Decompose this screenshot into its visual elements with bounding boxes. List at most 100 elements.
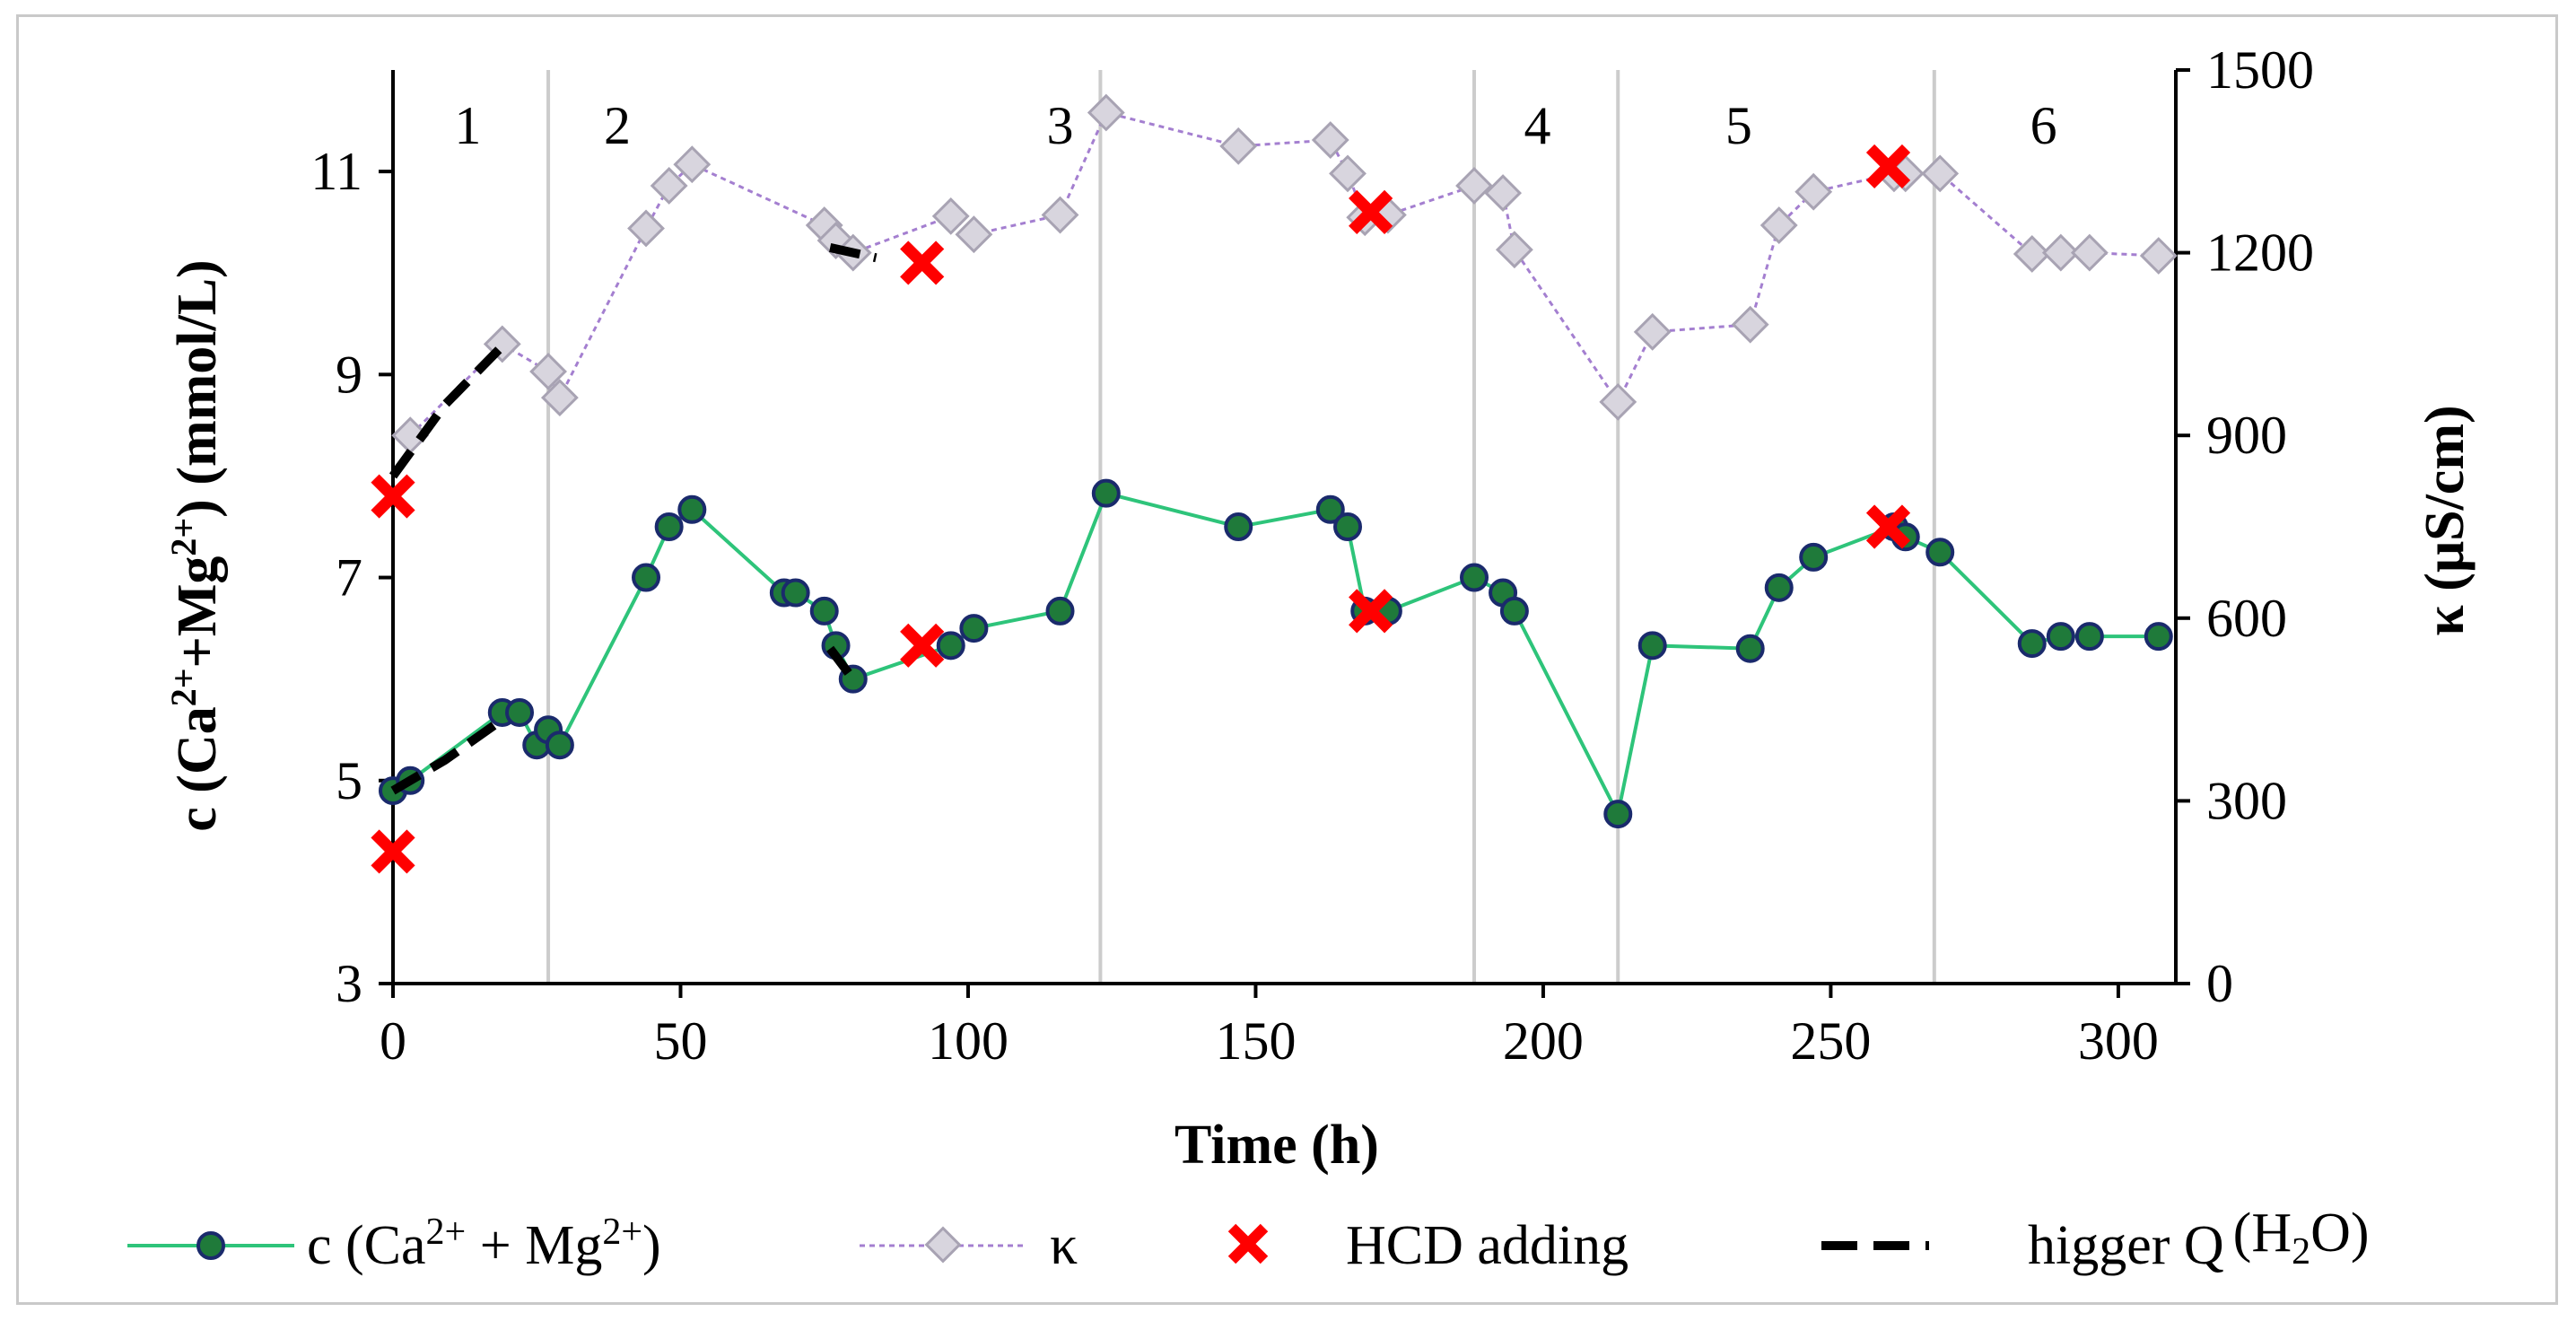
legend-calcium-sup2: 2+ bbox=[602, 1212, 642, 1253]
y-left-title-sup1: 2+ bbox=[163, 668, 204, 706]
calcium-point bbox=[959, 614, 989, 643]
y-right-tick-label: 900 bbox=[2206, 406, 2287, 465]
calcium-point bbox=[936, 631, 965, 660]
calcium-point bbox=[1499, 596, 1529, 626]
kappa-point bbox=[1760, 206, 1798, 244]
kappa-point bbox=[1495, 231, 1533, 269]
hcd-adding-point bbox=[1349, 189, 1393, 234]
y-axis-left-title: c (Ca2++Mg2+) (mmol/L) bbox=[163, 259, 228, 831]
series bbox=[371, 93, 2178, 874]
x-tick-label: 250 bbox=[1790, 1011, 1871, 1071]
kappa-point bbox=[955, 215, 993, 254]
axes bbox=[379, 68, 2190, 998]
y-right-tick-label: 0 bbox=[2206, 954, 2233, 1013]
x-tick-label: 100 bbox=[928, 1011, 1009, 1071]
phase-label: 3 bbox=[1047, 96, 1074, 155]
legend-hcd-marker-swatch bbox=[1227, 1223, 1269, 1264]
x-tick-label: 300 bbox=[2078, 1011, 2159, 1071]
x-tick-label: 0 bbox=[380, 1011, 406, 1071]
hcd-adding-point bbox=[1865, 504, 1911, 549]
x-axis-title: Time (h) bbox=[1174, 1115, 1379, 1176]
legend-entry-higger-q: higger Q (H2O) bbox=[1821, 1203, 2370, 1276]
kappa-point bbox=[1794, 172, 1833, 211]
legend-calcium-label: c (Ca2+ + Mg2+) bbox=[307, 1212, 661, 1276]
calcium-point bbox=[1224, 512, 1253, 541]
legend-kappa-label: κ bbox=[1050, 1215, 1078, 1276]
higger-q-segment bbox=[390, 715, 505, 795]
kappa-point bbox=[1599, 382, 1637, 421]
y-left-title-prefix: c (Ca bbox=[167, 706, 228, 831]
kappa-point bbox=[2041, 233, 2080, 272]
kappa-point bbox=[1455, 167, 1493, 205]
calcium-point bbox=[2017, 629, 2047, 659]
phase-label: 4 bbox=[1524, 96, 1551, 155]
y-axis-right-title: κ (μS/cm) bbox=[2414, 405, 2476, 635]
legend-higger-q-formula-b: O) bbox=[2310, 1203, 2369, 1264]
calcium-point bbox=[545, 730, 574, 760]
labels: 1 2 3 4 5 6 0 50 100 150 200 250 300 3 5 7 9 11 0 300 600 900… bbox=[310, 40, 2314, 1071]
legend-calcium-prefix: c (Ca bbox=[307, 1215, 426, 1276]
chart-frame bbox=[16, 14, 2558, 1305]
phase-boundaries bbox=[546, 70, 1936, 984]
kappa-point bbox=[650, 167, 688, 205]
legend-hcd-label: HCD adding bbox=[1346, 1215, 1629, 1276]
y-right-tick-label: 1200 bbox=[2206, 223, 2314, 283]
kappa-point bbox=[931, 197, 970, 235]
kappa-point bbox=[1219, 127, 1258, 165]
y-left-tick-label: 11 bbox=[310, 142, 362, 201]
calcium-point bbox=[781, 578, 810, 608]
higger-q-segment bbox=[389, 343, 506, 479]
y-left-title-suffix: ) (mmol/L) bbox=[167, 259, 228, 518]
legend-entry-kappa: κ bbox=[860, 1215, 1078, 1276]
y-left-tick-label: 7 bbox=[336, 548, 362, 608]
y-left-tick-label: 3 bbox=[336, 954, 362, 1013]
kappa-point bbox=[1329, 154, 1367, 193]
y-left-tick-label: 9 bbox=[336, 345, 362, 404]
calcium-point bbox=[1045, 596, 1075, 626]
calcium-point bbox=[809, 596, 839, 626]
calcium-point bbox=[2074, 622, 2104, 652]
calcium-point bbox=[2046, 622, 2075, 652]
hcd-adding-point bbox=[1349, 589, 1393, 634]
kappa-point bbox=[2013, 235, 2051, 273]
y-left-title-sup2: 2+ bbox=[163, 518, 204, 556]
legend-calcium-sup1: 2+ bbox=[426, 1212, 467, 1253]
legend: c (Ca2+ + Mg2+) κ HCD adding higger Q (H2… bbox=[127, 1203, 2370, 1276]
calcium-point bbox=[1925, 538, 1955, 567]
higger-q-segment bbox=[826, 645, 857, 682]
x-tick-label: 50 bbox=[653, 1011, 707, 1071]
calcium-point bbox=[1603, 800, 1633, 829]
hcd-adding-point bbox=[1865, 144, 1911, 189]
y-left-title-mid: +Mg bbox=[167, 556, 228, 669]
calcium-point bbox=[1735, 634, 1765, 663]
x-tick-label: 200 bbox=[1503, 1011, 1584, 1071]
calcium-point bbox=[1315, 494, 1345, 524]
kappa-point bbox=[1921, 154, 1960, 193]
kappa-point bbox=[1731, 305, 1769, 344]
legend-calcium-suffix: ) bbox=[642, 1215, 661, 1276]
x-tick-label: 150 bbox=[1215, 1011, 1296, 1071]
kappa-point bbox=[627, 209, 665, 248]
calcium-point bbox=[1799, 542, 1829, 572]
legend-calcium-marker-swatch bbox=[196, 1231, 225, 1260]
higger-q-segment bbox=[829, 243, 878, 263]
y-right-tick-label: 600 bbox=[2206, 589, 2287, 648]
phase-label: 1 bbox=[454, 96, 481, 155]
calcium-point bbox=[1333, 512, 1363, 541]
calcium-point bbox=[677, 494, 707, 524]
hcd-adding-point bbox=[900, 241, 945, 285]
calcium-point bbox=[1091, 478, 1121, 508]
calcium-point bbox=[654, 512, 684, 541]
kappa-point bbox=[529, 353, 567, 390]
kappa-point bbox=[2139, 237, 2178, 275]
kappa-point bbox=[1041, 196, 1079, 234]
hcd-adding-point bbox=[371, 829, 415, 874]
phase-label: 6 bbox=[2030, 96, 2057, 155]
calcium-point bbox=[632, 563, 661, 592]
legend-higger-q-sub: 2 bbox=[2292, 1231, 2310, 1273]
calcium-point bbox=[505, 697, 535, 727]
kappa-point bbox=[2070, 233, 2109, 272]
legend-kappa-marker-swatch bbox=[924, 1226, 962, 1264]
legend-higger-q-prefix: higger Q bbox=[2028, 1215, 2224, 1276]
